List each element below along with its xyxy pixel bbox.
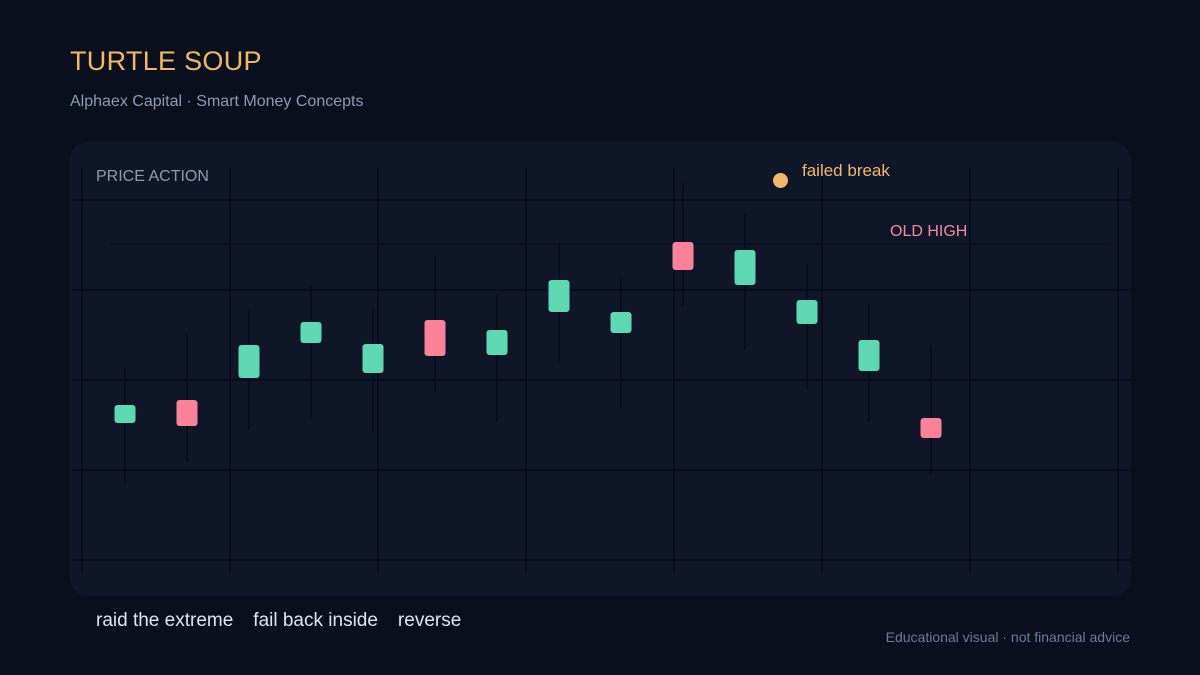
grid-layer: [72, 168, 1131, 572]
candle-body-11: [734, 250, 756, 285]
candle-body-2: [176, 400, 198, 426]
step-reverse: reverse: [397, 610, 462, 631]
candle-body-5: [362, 344, 384, 373]
candle-body-3: [238, 345, 260, 378]
step-fail: fail back inside: [253, 610, 378, 631]
candle-body-12: [796, 300, 818, 324]
candle-body-4: [300, 322, 322, 343]
candle-body-6: [424, 320, 446, 356]
page-title: TURTLE SOUP: [70, 46, 262, 76]
candle-body-9: [610, 312, 632, 333]
old-high-label: OLD HIGH: [890, 223, 968, 240]
step-raid: raid the extreme: [96, 610, 234, 631]
failed-break-label: failed break: [802, 161, 890, 180]
candle-body-10: [672, 242, 694, 270]
candle-body-7: [486, 330, 508, 355]
candle-body-8: [548, 280, 570, 312]
panel-label: PRICE ACTION: [96, 168, 209, 185]
failed-break-marker: [773, 173, 788, 188]
disclaimer: Educational visual · not financial advic…: [885, 629, 1130, 645]
steps-row: raid the extreme fail back inside revers…: [96, 610, 461, 632]
candle-body-14: [920, 418, 942, 438]
candle-body-1: [114, 405, 136, 423]
page-subtitle: Alphaex Capital · Smart Money Concepts: [70, 93, 364, 110]
candle-layer: [114, 183, 942, 485]
candle-body-13: [858, 340, 880, 371]
